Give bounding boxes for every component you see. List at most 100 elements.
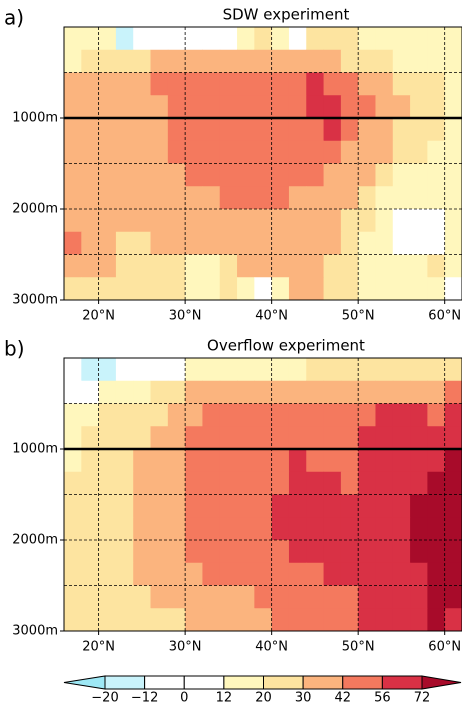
heat-cell (64, 494, 82, 518)
heat-cell (167, 585, 186, 609)
heat-cell (219, 426, 238, 450)
heat-cell (323, 403, 342, 427)
heat-cell (306, 517, 325, 541)
heat-cell (410, 49, 428, 73)
heat-cell (323, 494, 342, 518)
heat-cell (115, 449, 134, 473)
heat-cell (375, 403, 394, 427)
heat-cell (427, 163, 446, 187)
heat-cell (340, 231, 359, 255)
heat-cell (358, 403, 376, 427)
heat-cell (64, 403, 82, 427)
heat-cell (444, 49, 462, 73)
heat-cell (133, 49, 152, 73)
y-tick-label: 2000m (12, 533, 58, 548)
heat-cell (444, 426, 462, 450)
heat-cell (323, 95, 342, 119)
heat-cell (219, 494, 238, 518)
heat-cell (358, 209, 376, 233)
heat-cell (98, 140, 117, 164)
heat-cell (358, 608, 376, 632)
heat-cell (271, 585, 290, 609)
heat-cell (271, 403, 290, 427)
heat-cell (81, 403, 100, 427)
y-tick-label: 1000m (12, 111, 58, 126)
heat-cell (167, 231, 186, 255)
colorbar-label: 72 (414, 691, 431, 705)
heat-cell (237, 27, 255, 51)
heat-cell (115, 209, 134, 233)
heat-cell (271, 118, 290, 142)
heat-cell (288, 403, 307, 427)
heat-cell (288, 72, 307, 96)
heat-cell (167, 49, 186, 73)
colorbar-label: 42 (334, 691, 351, 705)
heat-cell (306, 49, 325, 73)
heat-cell (271, 140, 290, 164)
heat-cell (98, 95, 117, 119)
heat-cell (323, 118, 342, 142)
heat-cell (323, 562, 342, 586)
heat-cell (392, 254, 411, 278)
heat-cell (288, 562, 307, 586)
heat-cell (288, 163, 307, 187)
heat-cell (115, 95, 134, 119)
heat-cell (167, 426, 186, 450)
heat-cell (375, 186, 394, 210)
heat-cell (323, 358, 342, 382)
heat-cell (133, 209, 152, 233)
heat-cell (133, 118, 152, 142)
colorbar-box (223, 675, 264, 690)
heat-cell (444, 358, 462, 382)
heat-cell (254, 163, 273, 187)
heat-cell (340, 562, 359, 586)
heat-cell (185, 608, 203, 632)
heat-cell (288, 27, 307, 51)
heat-cell (410, 471, 428, 495)
heat-cell (288, 471, 307, 495)
heat-cell (375, 608, 394, 632)
heat-cell (150, 608, 169, 632)
panel-label: a) (4, 6, 24, 30)
heat-cell (392, 426, 411, 450)
heat-cell (306, 585, 325, 609)
heat-cell (358, 426, 376, 450)
heat-cell (167, 403, 186, 427)
heat-cell (150, 562, 169, 586)
heat-cell (237, 471, 255, 495)
heat-cell (358, 380, 376, 404)
heat-cell (185, 209, 203, 233)
heat-cell (115, 380, 134, 404)
heat-cell (271, 562, 290, 586)
heat-cell (410, 277, 428, 301)
heat-cell (427, 95, 446, 119)
heat-cell (392, 72, 411, 96)
heat-cell (81, 72, 100, 96)
heat-cell (98, 562, 117, 586)
heat-cell (64, 562, 82, 586)
heat-cell (288, 608, 307, 632)
heat-cell (202, 608, 221, 632)
heat-cell (64, 358, 82, 382)
heat-cell (323, 380, 342, 404)
heat-cell (444, 27, 462, 51)
heat-cell (392, 471, 411, 495)
heat-cell (410, 72, 428, 96)
heat-cell (444, 585, 462, 609)
heat-cell (115, 517, 134, 541)
heat-cell (254, 186, 273, 210)
heat-cell (64, 449, 82, 473)
heat-cell (133, 449, 152, 473)
heat-cell (427, 231, 446, 255)
heat-cell (133, 608, 152, 632)
heat-cell (81, 27, 100, 51)
heat-cell (185, 277, 203, 301)
heat-cell (410, 540, 428, 564)
heat-cell (254, 426, 273, 450)
heat-cell (444, 471, 462, 495)
heat-cell (237, 380, 255, 404)
heat-cell (340, 140, 359, 164)
heat-cell (358, 163, 376, 187)
heat-cell (167, 380, 186, 404)
heat-cell (64, 585, 82, 609)
